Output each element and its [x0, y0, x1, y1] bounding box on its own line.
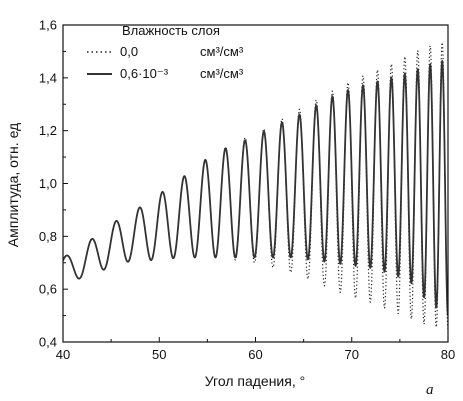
- series-line-wet: [63, 60, 448, 316]
- legend-label-dry: 0,0: [120, 44, 138, 59]
- x-tick-label: 80: [441, 347, 455, 362]
- plot-frame: [62, 24, 449, 343]
- y-tick-label: 1,6: [39, 18, 57, 33]
- x-tick-label: 60: [248, 347, 262, 362]
- y-axis-label: Амплитуда, отн. ед: [5, 123, 21, 247]
- legend-unit-wet: см³/см³: [200, 66, 244, 81]
- y-tick-label: 1,0: [39, 176, 57, 191]
- y-tick-label: 0,4: [39, 335, 57, 350]
- y-tick-label: 1,4: [39, 70, 57, 85]
- x-tick-label: 50: [152, 347, 166, 362]
- legend: Влажность слоя 0,0 см³/см³ 0,6·10⁻³ см³/…: [87, 23, 244, 81]
- legend-label-wet: 0,6·10⁻³: [120, 66, 169, 81]
- panel-label: a: [426, 382, 434, 398]
- x-axis-label: Угол падения, °: [205, 373, 305, 389]
- y-tick-label: 0,6: [39, 282, 57, 297]
- y-tick-labels: 0,4 0,6 0,8 1,0 1,2 1,4 1,6: [39, 18, 57, 350]
- y-tick-label: 1,2: [39, 123, 57, 138]
- legend-unit-dry: см³/см³: [200, 44, 244, 59]
- x-tick-label: 70: [345, 347, 359, 362]
- x-tick-label: 40: [56, 347, 70, 362]
- legend-title: Влажность слоя: [122, 23, 220, 38]
- y-tick-label: 0,8: [39, 229, 57, 244]
- x-tick-labels: 40 50 60 70 80: [56, 347, 455, 362]
- series-layer: [63, 41, 448, 329]
